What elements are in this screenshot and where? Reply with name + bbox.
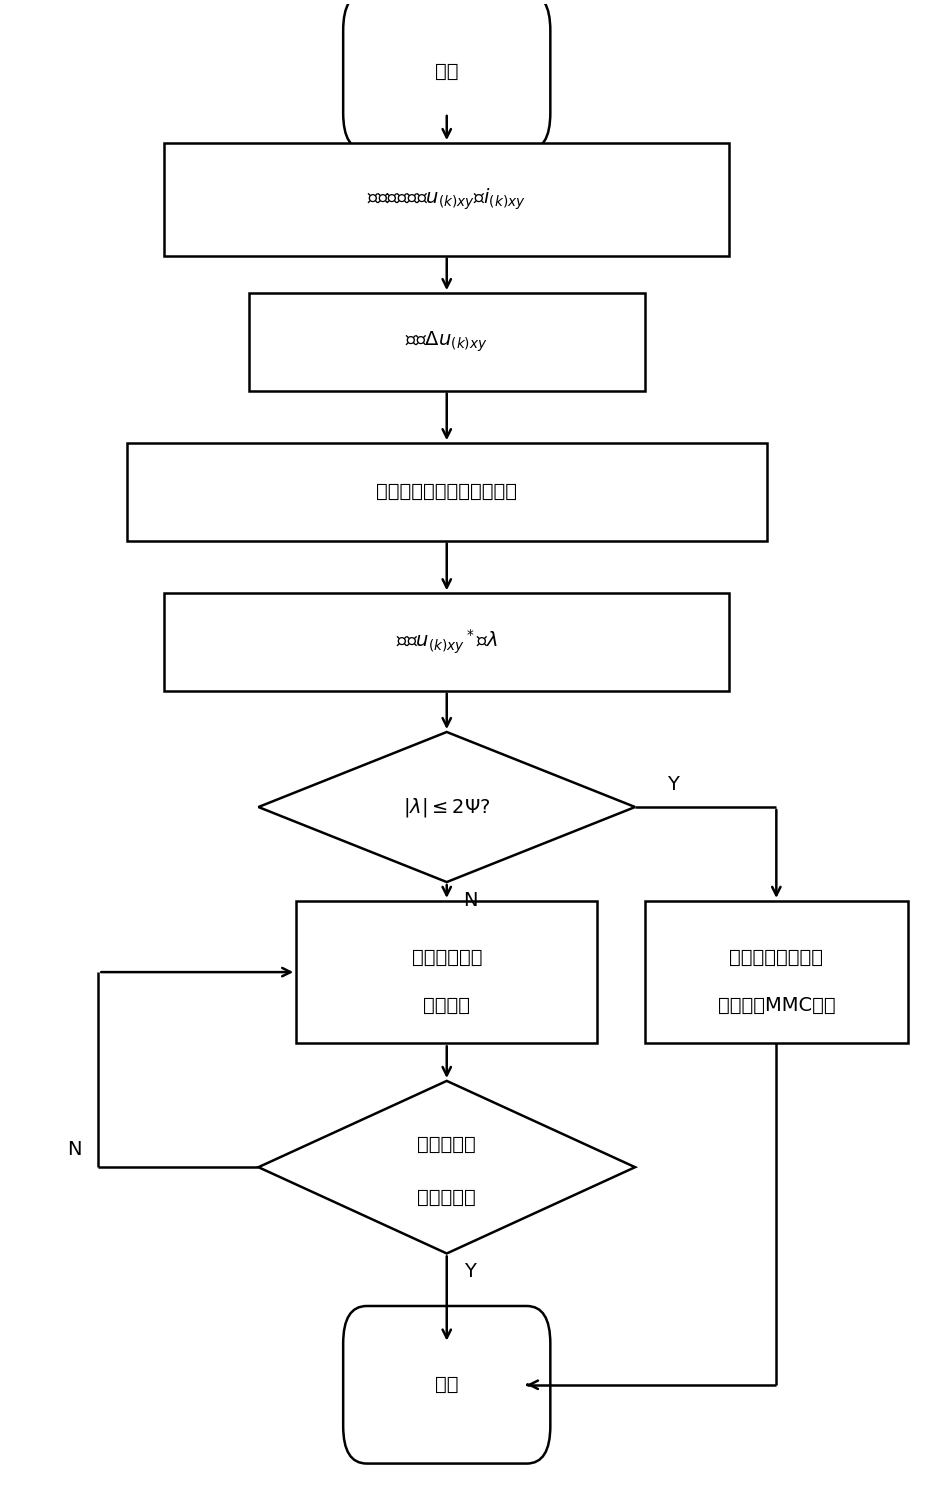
- Text: Y: Y: [465, 1262, 476, 1281]
- FancyBboxPatch shape: [343, 1305, 550, 1464]
- FancyBboxPatch shape: [343, 0, 550, 151]
- Bar: [644, 901, 908, 1043]
- Text: 按照最近电平逼近: 按照最近电平逼近: [730, 948, 824, 967]
- Text: 方法控制MMC运行: 方法控制MMC运行: [717, 996, 835, 1014]
- Bar: [164, 593, 730, 691]
- Text: 故障子模块: 故障子模块: [417, 1188, 476, 1207]
- Polygon shape: [258, 732, 636, 883]
- Bar: [126, 444, 767, 540]
- Text: 开始: 开始: [435, 62, 459, 81]
- Text: $|\lambda|\leq 2\Psi$?: $|\lambda|\leq 2\Psi$?: [403, 795, 490, 818]
- Bar: [296, 901, 598, 1043]
- Text: 对故障子模块: 对故障子模块: [411, 948, 482, 967]
- Text: Y: Y: [667, 776, 678, 794]
- Text: 是否定位到: 是否定位到: [417, 1135, 476, 1154]
- Polygon shape: [258, 1080, 636, 1254]
- Text: 计算$u_{(k)xy}$$^*$、$\lambda$: 计算$u_{(k)xy}$$^*$、$\lambda$: [396, 628, 498, 656]
- Text: 返回: 返回: [435, 1375, 459, 1394]
- Text: 对子模块电容电压进行计算: 对子模块电容电压进行计算: [376, 483, 517, 501]
- Bar: [164, 143, 730, 255]
- Text: 对互感器采样$u_{(k)xy}$、$i_{(k)xy}$: 对互感器采样$u_{(k)xy}$、$i_{(k)xy}$: [368, 187, 526, 211]
- Bar: [249, 293, 644, 391]
- Text: N: N: [463, 890, 478, 910]
- Text: 进行定位: 进行定位: [424, 996, 470, 1014]
- Text: 计算$\Delta u_{(k)xy}$: 计算$\Delta u_{(k)xy}$: [406, 329, 488, 355]
- Text: N: N: [67, 1139, 82, 1159]
